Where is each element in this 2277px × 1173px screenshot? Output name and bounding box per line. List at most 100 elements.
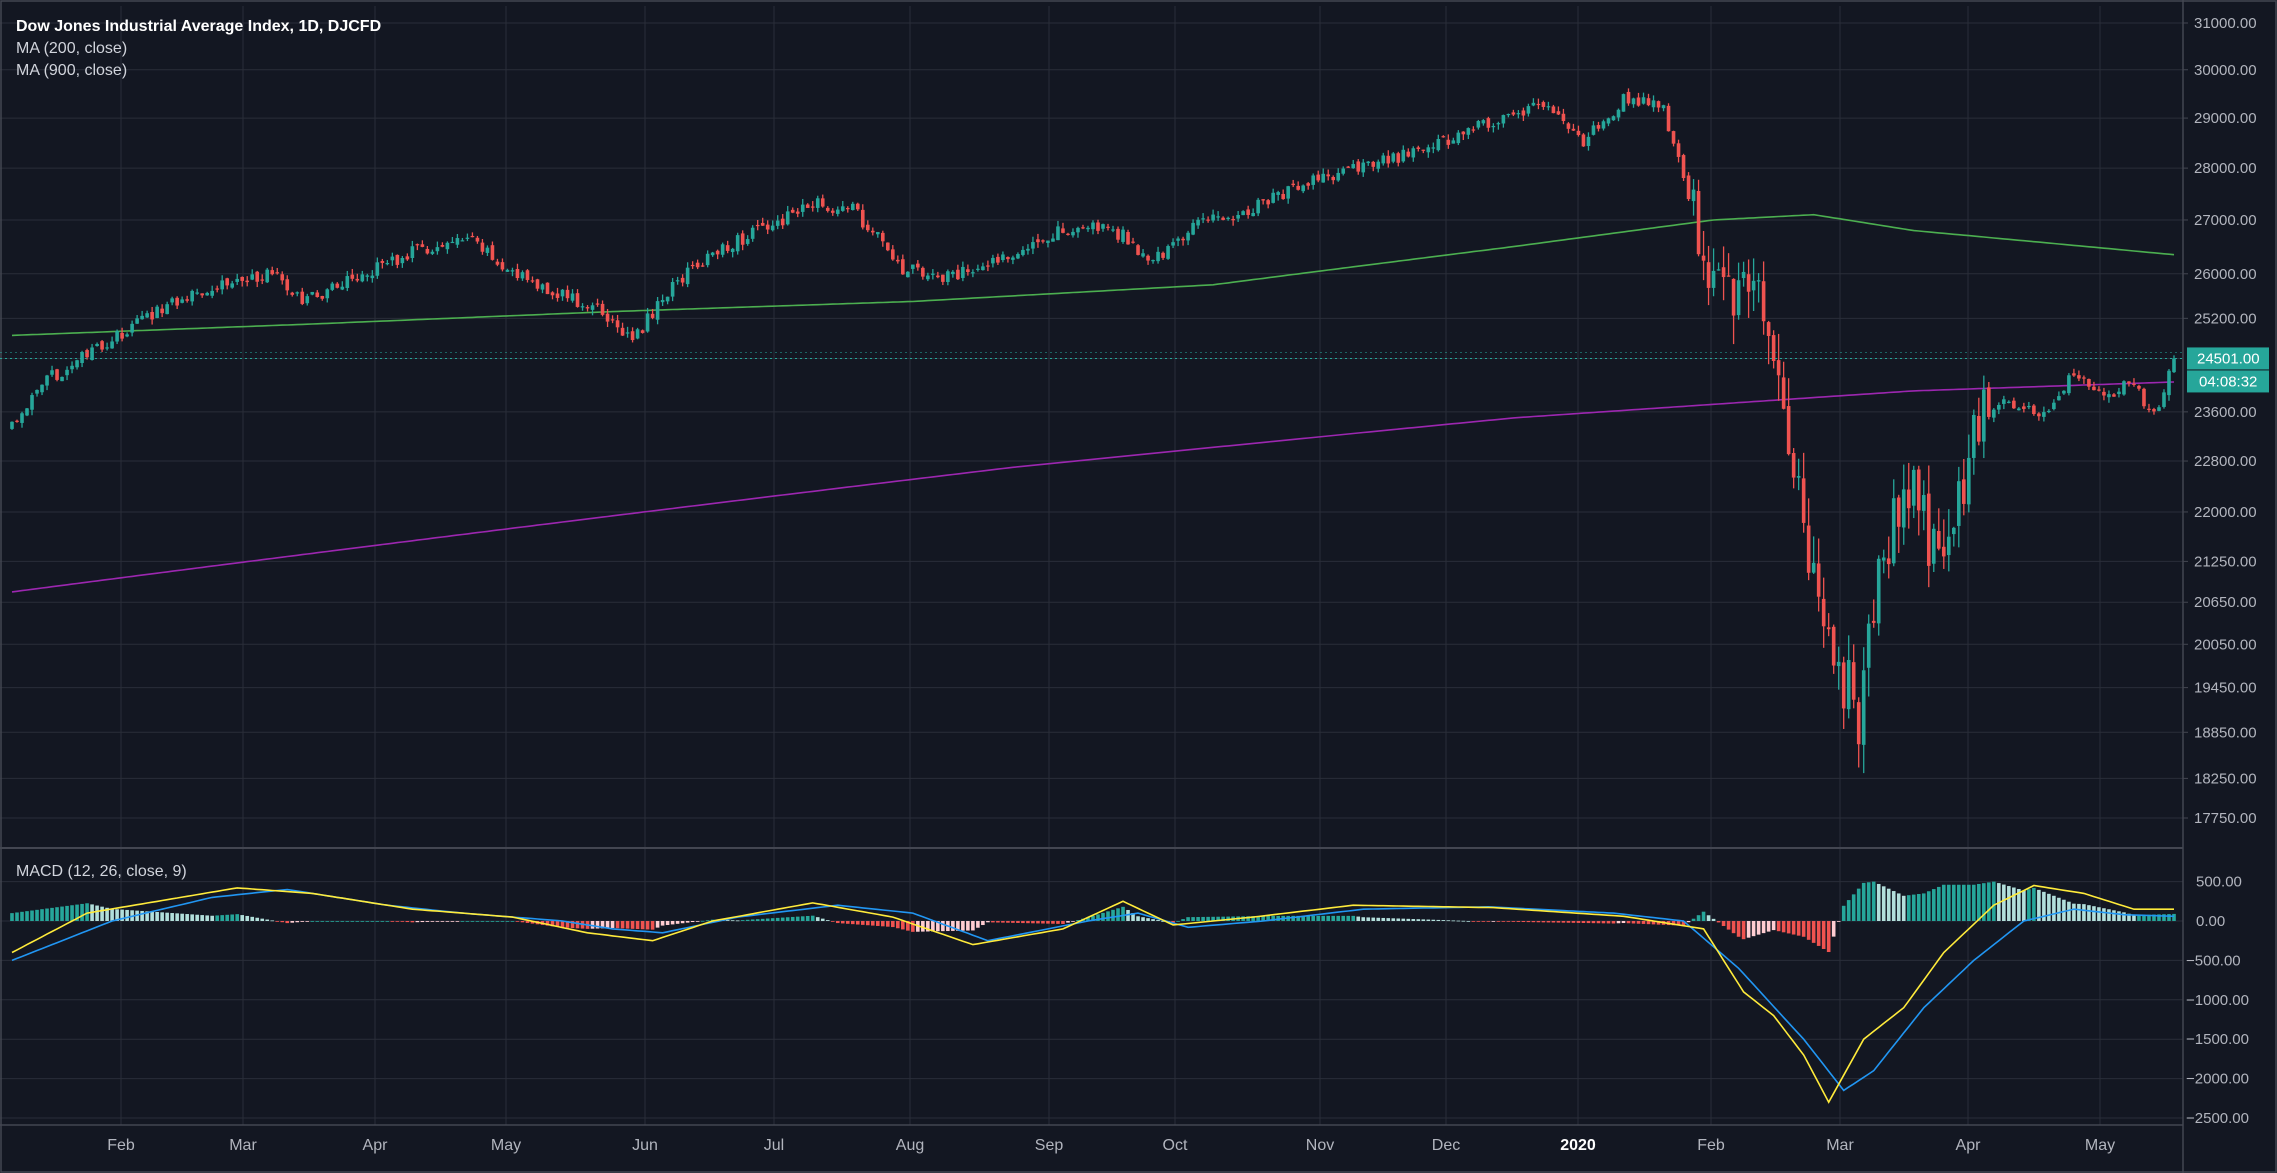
macd-histogram-bar [50, 907, 54, 921]
macd-histogram-bar [610, 921, 615, 928]
candle [966, 264, 970, 276]
candle [740, 230, 745, 251]
candle [505, 268, 510, 272]
candle [40, 384, 44, 396]
macd-histogram-bar [1696, 915, 1701, 921]
macd-histogram-bar [1016, 921, 1020, 923]
candle [210, 285, 214, 299]
candle [1536, 98, 1541, 110]
macd-histogram-bar [1931, 889, 1936, 921]
macd-histogram-bar [835, 921, 840, 924]
macd-histogram-bar [1426, 919, 1431, 921]
candle [931, 269, 935, 280]
macd-histogram-bar [120, 909, 124, 921]
price-axis-label: 20050.00 [2194, 636, 2257, 653]
candle [1731, 278, 1736, 345]
candle [1031, 236, 1035, 255]
macd-histogram-bar [595, 921, 600, 929]
candle [710, 251, 715, 257]
candle [1886, 536, 1891, 579]
macd-histogram-bar [675, 921, 680, 924]
candle [1091, 220, 1095, 235]
macd-histogram-bar [1761, 921, 1766, 934]
macd-histogram-bar [575, 921, 580, 929]
macd-histogram-bar [1811, 921, 1816, 943]
candle [615, 314, 620, 333]
candle [500, 258, 505, 272]
candle [1141, 249, 1145, 258]
macd-histogram-bar [2022, 890, 2026, 921]
macd-histogram-bar [2052, 895, 2056, 921]
candle [1987, 382, 1991, 420]
macd-axis-label: −2500.00 [2186, 1110, 2249, 1127]
candle [30, 392, 34, 416]
candle [280, 271, 285, 285]
macd-histogram-bar [2127, 913, 2131, 921]
candle [350, 268, 355, 282]
macd-histogram-bar [615, 921, 620, 929]
candle [695, 259, 700, 270]
macd-label: MACD (12, 26, close, 9) [16, 863, 187, 880]
candle [335, 282, 340, 289]
candle [575, 289, 580, 308]
candle [906, 271, 910, 278]
macd-histogram-bar [1571, 921, 1576, 923]
macd-histogram-bar [1086, 917, 1090, 921]
candle [1266, 199, 1270, 209]
macd-histogram-bar [1421, 919, 1426, 921]
candle [510, 267, 515, 277]
candle [1691, 179, 1696, 216]
candle [1646, 93, 1651, 107]
time-axis-label: May [491, 1137, 521, 1154]
candle [475, 235, 480, 244]
candle [80, 350, 84, 368]
macd-histogram-bar [225, 914, 230, 921]
candle [395, 254, 400, 269]
macd-histogram-bar [165, 912, 169, 921]
macd-axis-label: 500.00 [2196, 874, 2242, 891]
candle [305, 293, 310, 306]
candle [1786, 378, 1791, 456]
candle [820, 194, 825, 208]
macd-histogram-bar [250, 916, 255, 921]
candle [430, 249, 435, 256]
candle [2157, 405, 2161, 412]
candle [1541, 100, 1546, 110]
candle [100, 340, 104, 353]
candle [2072, 368, 2076, 377]
macd-axis-label: −500.00 [2186, 952, 2241, 969]
macd-histogram-bar [991, 921, 995, 923]
macd-histogram-bar [1461, 920, 1466, 922]
macd-histogram-bar [1491, 921, 1496, 922]
macd-histogram-bar [1711, 918, 1716, 921]
candle [425, 246, 430, 255]
macd-histogram-bar [790, 916, 795, 921]
macd-histogram-bar [1616, 921, 1621, 924]
macd-histogram-bar [25, 911, 29, 921]
time-axis-label: May [2085, 1137, 2115, 1154]
macd-histogram-bar [1386, 918, 1391, 921]
moving-average-layer [11, 213, 2175, 593]
candle [1481, 119, 1486, 126]
macd-histogram-bar [1786, 921, 1791, 934]
macd-histogram-bar [680, 921, 685, 924]
macd-histogram-bar [2102, 908, 2106, 921]
macd-histogram-bar [355, 921, 360, 922]
macd-histogram-bar [1156, 920, 1160, 921]
candle [1251, 208, 1255, 217]
macd-histogram-bar [505, 921, 510, 922]
macd-histogram-bar [971, 921, 975, 931]
price-axis-label: 17750.00 [2194, 810, 2257, 827]
candle [1061, 222, 1065, 234]
candle [1681, 153, 1686, 182]
candle [1471, 126, 1476, 133]
candle [1761, 261, 1766, 335]
candle [1491, 123, 1496, 133]
macd-histogram-bar [1111, 909, 1115, 921]
last-price-badge [2187, 347, 2269, 370]
macd-histogram-bar [1896, 893, 1901, 921]
macd-histogram-bar [1471, 921, 1476, 922]
macd-histogram-bar [936, 921, 940, 932]
candle [1901, 464, 1906, 545]
candle [2042, 406, 2046, 422]
